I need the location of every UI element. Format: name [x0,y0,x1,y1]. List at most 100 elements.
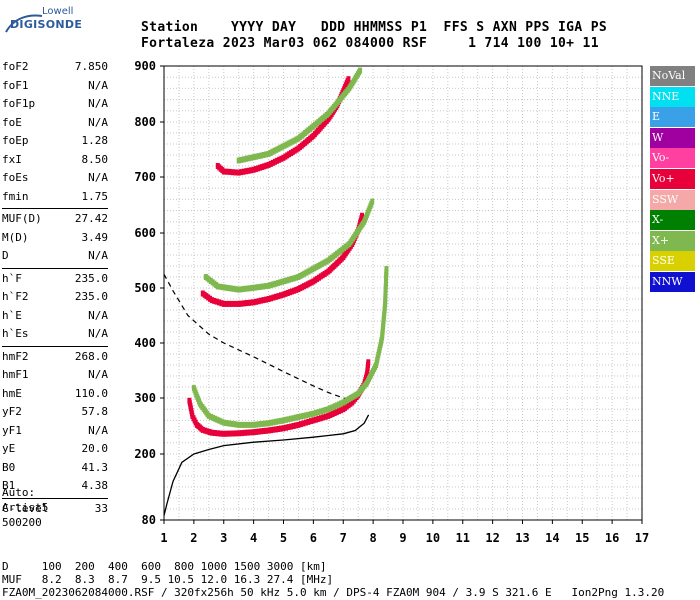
echo-point [290,288,294,295]
echo-point [308,411,313,418]
echo-point [278,279,283,286]
echo-point [205,428,210,435]
plot-frame [163,65,643,521]
echo-point [259,152,264,159]
echo-point [200,426,205,433]
echo-point [250,284,255,291]
echo-point [313,409,318,416]
echo-point [253,166,258,173]
param-value: N/A [88,97,108,110]
param-separator [2,267,108,269]
echo-point [249,154,254,161]
echo-point [281,417,286,424]
echo-point [221,168,226,175]
auto-software: Artist5 [2,501,49,514]
param-row: hmF1 N/A [2,368,108,387]
echo-point [326,412,331,419]
param-value: 8.50 [81,152,109,166]
echo-point [284,416,288,423]
legend-item-vo-: Vo+ [650,168,695,189]
param-row: foF2 7.850 [2,60,108,79]
echo-point [276,418,281,425]
echo-point [224,420,229,426]
x-tick-label: 11 [456,531,470,545]
echo-point [293,414,298,421]
echo-point [215,283,220,290]
param-row: yF1 N/A [2,424,108,443]
param-name: D [2,249,9,262]
echo-point [301,412,306,419]
echo-point [256,421,261,428]
echo-point [212,430,217,436]
param-row: yE 20.0 [2,442,108,461]
param-value: 41.3 [81,460,109,474]
param-name: C-level [2,501,49,515]
echo-point [221,419,226,426]
param-row: MUF(D) 27.42 [2,212,108,231]
echo-point [264,420,269,427]
echo-point [260,164,265,170]
echo-point [264,162,269,169]
echo-point [239,156,244,163]
echo-point [203,427,208,434]
echo-point [244,168,249,175]
echo-point [236,421,241,428]
legend-item-x-: X+ [650,230,695,251]
param-name: M(D) [2,230,29,244]
echo-point [298,413,303,420]
scaled-parameters-table: foF2 7.850 foF1 N/A foF1p N/A foE N/A foEp 1.28 fx… [2,60,108,520]
y-tick-label: 400 [134,336,156,350]
echo-point [221,430,226,437]
echo-point [244,300,249,307]
echo-point [337,401,341,408]
echo-point [231,285,236,292]
echo-point [266,427,271,434]
echo-point [255,165,260,172]
param-value: N/A [88,78,108,92]
echo-point [306,411,311,418]
echo-point [227,300,232,307]
legend-item-nne: NNE [650,86,695,107]
x-tick-label: 9 [399,531,406,545]
param-value: N/A [88,308,108,322]
echo-point [236,286,241,293]
param-name: h`F2 [2,290,29,303]
echo-point [303,412,308,419]
param-value: N/A [88,249,108,262]
param-row: B0 41.3 [2,461,108,480]
echo-point [258,164,262,171]
y-tick-label: 200 [134,447,156,461]
echo-point [271,281,276,288]
echo-point [308,418,313,425]
echo-point [360,212,364,219]
param-name: B1 [2,479,16,492]
echo-point [291,423,296,429]
echo-point [263,283,268,290]
param-row: h`F 235.0 [2,272,108,291]
echo-point [289,276,294,282]
echo-point [334,402,339,409]
echo-point [269,295,274,302]
param-row: hmF2 268.0 [2,350,108,369]
polarization-legend: NoVal NNE E W Vo- Vo+ SSW X- X+ SSE NNW [650,66,695,293]
echo-point [296,421,301,428]
echo-point [280,278,285,285]
echo-point [236,169,241,176]
param-name: foF1 [2,78,29,92]
true-height-profile-line [163,414,370,516]
param-value: 235.0 [74,271,108,285]
echo-point [328,405,333,412]
echo-point [273,280,278,287]
echo-point [239,430,244,437]
echo-point [246,299,251,306]
echo-point [221,284,225,291]
echo-point [236,157,241,164]
echo-point [256,153,261,160]
echo-point [281,291,286,298]
param-name: fxI [2,152,22,166]
echo-point [330,404,335,411]
echo-point [241,156,246,163]
legend-item-e: E [650,107,695,128]
param-name: hmE [2,386,22,400]
